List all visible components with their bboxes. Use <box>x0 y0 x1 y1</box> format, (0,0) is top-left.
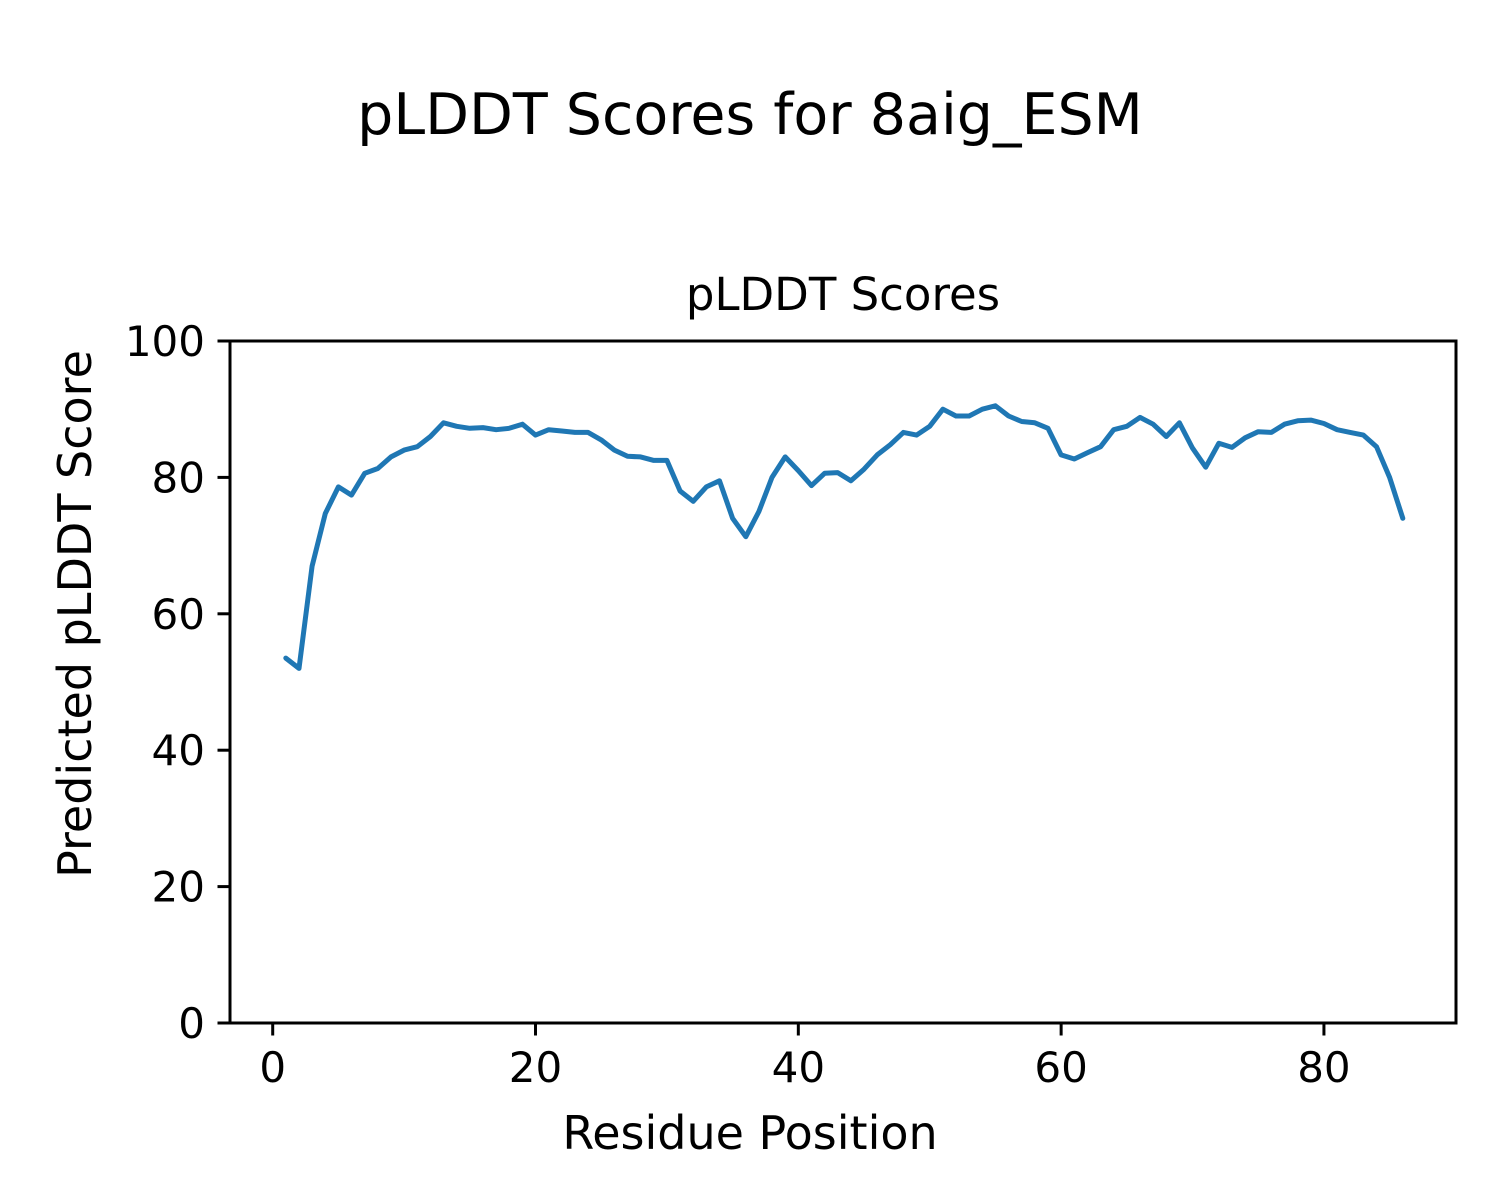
axes-title: pLDDT Scores <box>685 268 1001 321</box>
y-tick-label: 20 <box>152 863 205 912</box>
figure-title: pLDDT Scores for 8aig_ESM <box>357 82 1143 148</box>
plddt-line <box>283 403 1406 671</box>
x-tick-label: 80 <box>1297 1043 1350 1092</box>
axes-spines <box>228 339 1458 1025</box>
y-tick-label: 60 <box>152 590 205 639</box>
y-tick-label: 0 <box>178 999 205 1048</box>
y-tick-label: 100 <box>125 317 205 366</box>
x-tick-label: 60 <box>1034 1043 1087 1092</box>
y-axis-label: Predicted pLDDT Score <box>48 350 102 878</box>
x-tick-label: 0 <box>259 1043 286 1092</box>
x-tick-label: 40 <box>772 1043 825 1092</box>
y-tick-label: 40 <box>152 726 205 775</box>
y-tick-label: 80 <box>152 453 205 502</box>
x-axis-label: Residue Position <box>562 1106 938 1160</box>
x-tick-label: 20 <box>509 1043 562 1092</box>
